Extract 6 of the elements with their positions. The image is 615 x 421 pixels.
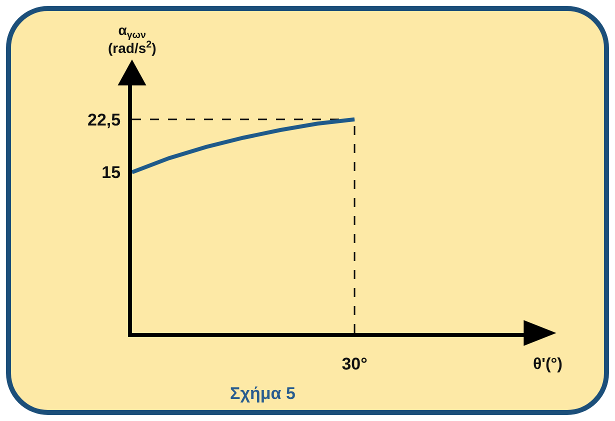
x-tick-label: 30° bbox=[342, 354, 368, 374]
y-axis-title: α$_{γων}$ (rad/s$^{2}$) bbox=[108, 22, 156, 56]
y-tick-label: 22,5 bbox=[88, 110, 121, 130]
text: Σχήμα 5 bbox=[230, 384, 296, 403]
text: θ'(°) bbox=[533, 356, 563, 373]
y-tick-label: 15 bbox=[102, 163, 121, 182]
